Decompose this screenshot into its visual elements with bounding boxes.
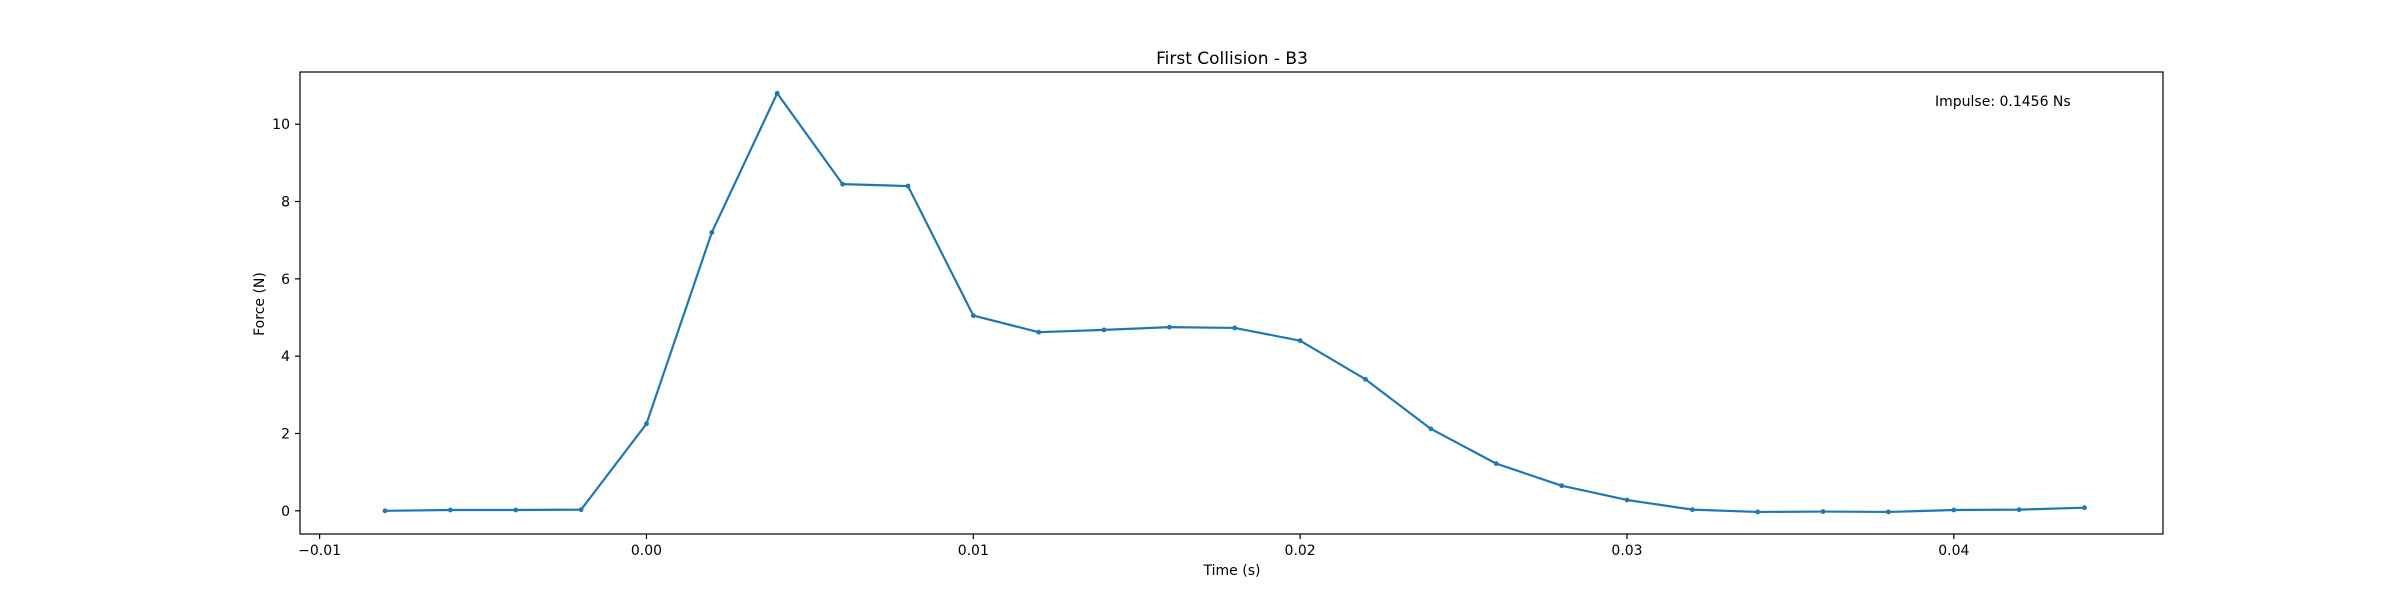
data-point: [1036, 329, 1042, 335]
axes-frame: [299, 71, 2164, 535]
x-tick-label: −0.01: [298, 543, 341, 559]
x-tick-label: 0.04: [1938, 543, 1969, 559]
impulse-annotation: Impulse: 0.1456 Ns: [1935, 94, 2071, 110]
data-point: [2082, 505, 2087, 511]
data-point: [970, 313, 976, 318]
data-point: [1559, 483, 1565, 489]
data-point: [447, 507, 453, 513]
plot-area: −0.01 0.00 0.01 0.02 0.03 0.04 0 2 4 6 8 10: [272, 71, 2164, 559]
data-point: [1232, 325, 1238, 331]
y-tick-label: 10: [272, 117, 290, 133]
data-point: [1755, 509, 1761, 515]
y-axis-label: Force (N): [252, 272, 268, 336]
data-point: [905, 183, 911, 189]
y-tick-label: 0: [281, 504, 290, 520]
y-tick-label: 6: [281, 272, 290, 288]
data-point: [382, 508, 388, 514]
data-point: [709, 230, 715, 235]
y-tick-label: 8: [281, 195, 290, 211]
data-point: [1951, 507, 1957, 513]
data-point: [1689, 507, 1695, 513]
data-point: [1886, 509, 1891, 515]
x-tick-label: 0.01: [958, 543, 989, 559]
data-point: [2016, 507, 2022, 513]
data-point: [644, 421, 649, 427]
data-point: [578, 507, 584, 513]
x-tick-label: 0.00: [631, 543, 662, 559]
data-point: [1167, 324, 1172, 330]
x-tick-label: 0.02: [1285, 543, 1316, 559]
chart-title: First Collision - B3: [1156, 49, 1308, 69]
data-point: [840, 181, 845, 187]
x-axis-label: Time (s): [1203, 563, 1261, 579]
data-point: [1493, 461, 1499, 467]
data-point: [1820, 509, 1826, 514]
data-point: [1297, 338, 1303, 344]
y-tick-label: 2: [281, 426, 290, 442]
data-point: [1624, 497, 1630, 503]
data-point: [774, 90, 780, 96]
data-point: [1428, 426, 1434, 432]
data-point: [1101, 327, 1107, 333]
x-tick-label: 0.03: [1611, 543, 1642, 559]
data-point: [1363, 376, 1368, 382]
data-point: [513, 507, 519, 513]
y-tick-label: 4: [281, 349, 290, 365]
